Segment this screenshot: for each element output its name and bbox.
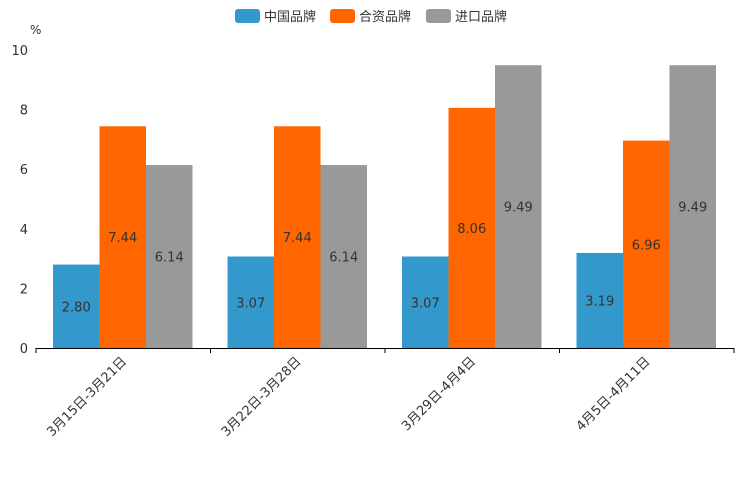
bar-value-label: 3.07: [411, 296, 440, 311]
x-tick-label: 3月15日-3月21日: [44, 354, 130, 440]
legend-swatch: [235, 9, 260, 23]
x-axis: 3月15日-3月21日 3月22日-3月28日 3月29日-4月4日 4月5日-4月1…: [35, 348, 735, 440]
legend-label: 中国品牌: [264, 9, 316, 25]
bar[interactable]: [448, 107, 496, 348]
legend-label: 合资品牌: [359, 9, 411, 25]
bar-value-label: 6.96: [632, 238, 661, 253]
y-tick-label: 8: [20, 104, 28, 119]
x-tick-label: 4月5日-4月11日: [574, 354, 654, 434]
x-tick-label: 3月22日-3月28日: [219, 354, 305, 440]
bar[interactable]: [402, 256, 449, 348]
legend-swatch: [426, 9, 451, 23]
y-axis-unit-label: %: [30, 23, 41, 37]
x-tick-label: 3月29日-4月4日: [399, 354, 479, 434]
bar[interactable]: [146, 165, 193, 348]
bar-value-label: 2.80: [62, 300, 91, 315]
legend-item[interactable]: 合资品牌: [330, 9, 411, 25]
bar-value-label: 6.14: [155, 251, 184, 266]
legend-item[interactable]: 进口品牌: [426, 9, 507, 25]
legend-swatch: [330, 9, 355, 23]
y-tick-label: 6: [20, 163, 28, 178]
bar[interactable]: [576, 252, 624, 348]
bar[interactable]: [53, 264, 100, 348]
bar-value-label: 3.07: [236, 296, 265, 311]
y-tick-label: 2: [20, 282, 28, 297]
bar[interactable]: [227, 256, 275, 348]
legend-label: 进口品牌: [455, 9, 507, 25]
bar[interactable]: [623, 140, 670, 348]
bar-value-labels: 2.80 7.44 6.14 3.07 7.44 6.14 3.07 8.06 9.49 3.19…: [62, 201, 707, 316]
bar-value-label: 9.49: [504, 201, 533, 216]
bar-value-label: 3.19: [585, 294, 614, 309]
bar-value-label: 6.14: [329, 251, 358, 266]
bar-value-label: 7.44: [283, 231, 312, 246]
bar[interactable]: [99, 126, 147, 349]
y-tick-label: 4: [20, 223, 28, 238]
bar[interactable]: [320, 165, 368, 348]
bar[interactable]: [495, 65, 542, 348]
y-tick-label: 0: [20, 342, 28, 357]
bar-value-label: 8.06: [457, 222, 486, 237]
y-tick-label: 10: [11, 44, 28, 59]
legend: 中国品牌 合资品牌 进口品牌: [235, 9, 507, 25]
bars: [53, 65, 717, 349]
y-axis: 0 2 4 6 8 10: [11, 44, 28, 357]
bar-value-label: 9.49: [678, 201, 707, 216]
bar-value-label: 7.44: [108, 231, 137, 246]
bar[interactable]: [274, 126, 321, 349]
legend-item[interactable]: 中国品牌: [235, 9, 316, 25]
bar[interactable]: [669, 65, 717, 348]
